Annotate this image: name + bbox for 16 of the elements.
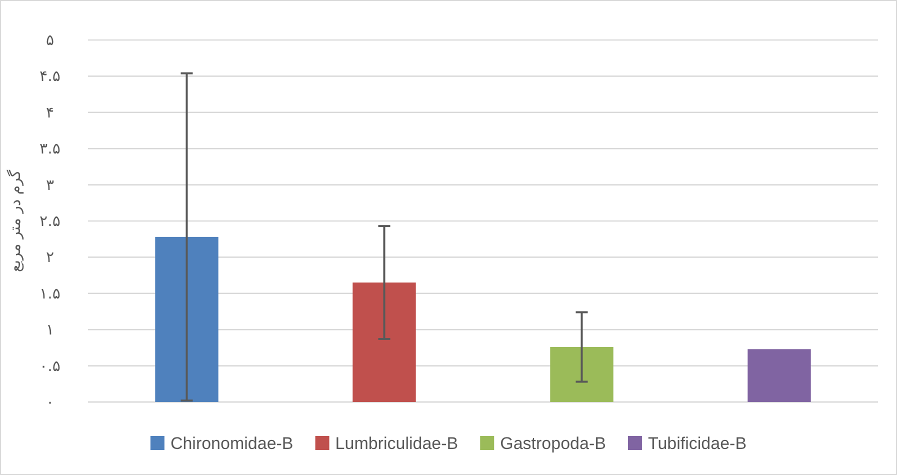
y-tick-label: ۰ (46, 393, 54, 411)
legend-label: Gastropoda-B (500, 434, 606, 453)
y-axis-title: گرم در متر مربع (6, 169, 24, 272)
y-tick-label: ۱.۵ (40, 284, 60, 302)
y-tick-label: ۵ (46, 31, 54, 49)
legend-label: Tubificidae-B (648, 434, 747, 453)
y-tick-label: ۴.۵ (40, 67, 60, 86)
legend-label: Chironomidae-B (170, 434, 294, 453)
y-tick-label: ۳ (46, 176, 54, 194)
y-tick-label: ۳.۵ (40, 140, 60, 158)
y-tick-label: ۰.۵ (40, 356, 60, 375)
y-tick-label: ۴ (46, 103, 54, 122)
legend-label: Lumbriculidae-B (335, 434, 458, 453)
y-tick-label: ۲.۵ (40, 212, 60, 230)
y-tick-label: ۲ (46, 248, 54, 266)
y-tick-label: ۱ (46, 320, 54, 339)
